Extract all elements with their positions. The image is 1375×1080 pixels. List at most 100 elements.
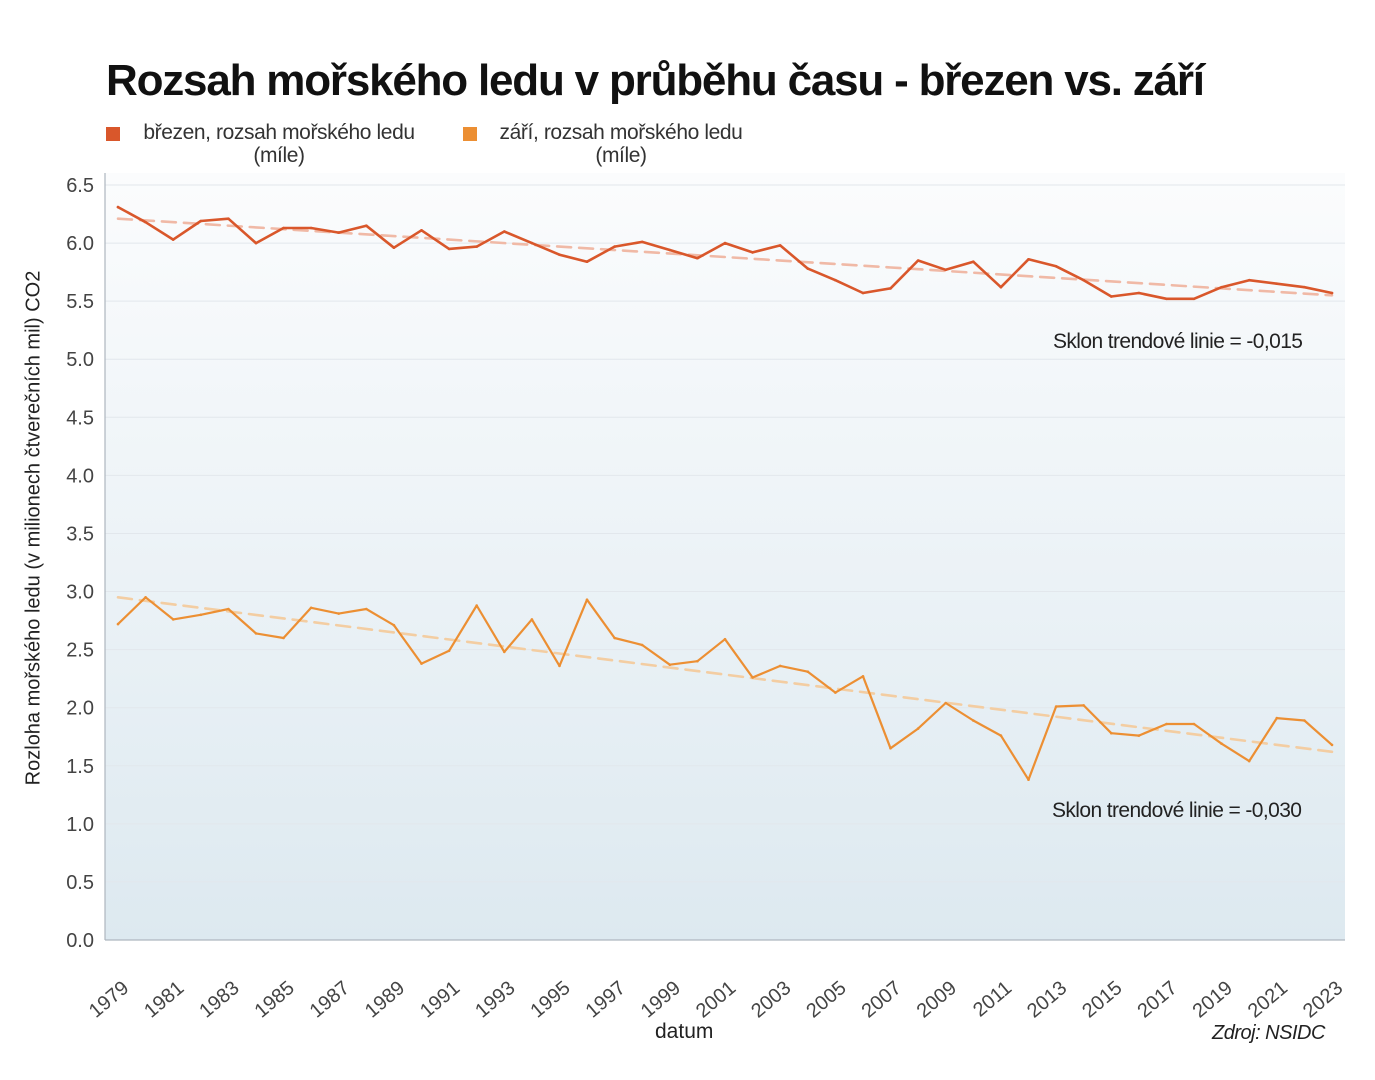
data-point-september-2018 xyxy=(1192,722,1196,726)
data-point-september-2009 xyxy=(944,701,947,705)
y-tick-4.0: 4.0 xyxy=(66,465,94,487)
data-point-march-2012 xyxy=(1027,258,1030,261)
data-point-september-2023 xyxy=(1330,743,1334,747)
data-point-march-1994 xyxy=(530,241,534,245)
x-tick-1985: 1985 xyxy=(251,977,299,1022)
data-point-september-1983 xyxy=(227,607,230,611)
data-point-march-2002 xyxy=(751,251,754,254)
legend-item-september: září, rozsah mořského ledu (míle) xyxy=(463,121,753,167)
data-point-march-1991 xyxy=(447,247,451,251)
data-point-march-1990 xyxy=(420,229,423,232)
chart-title: Rozsah mořského ledu v průběhu času - bř… xyxy=(106,56,1205,105)
x-tick-2007: 2007 xyxy=(858,977,906,1022)
y-tick-1.0: 1.0 xyxy=(66,814,94,836)
x-tick-2003: 2003 xyxy=(747,977,795,1022)
data-point-september-1979 xyxy=(116,622,120,626)
data-point-september-2001 xyxy=(723,637,727,641)
data-point-september-1988 xyxy=(365,607,368,611)
data-point-september-2017 xyxy=(1165,722,1168,726)
trendline-september xyxy=(116,596,1334,754)
data-point-september-2003 xyxy=(778,664,782,668)
x-tick-1997: 1997 xyxy=(582,977,630,1022)
legend-label-september-line1: září, rozsah mořského ledu xyxy=(499,121,743,144)
x-tick-2001: 2001 xyxy=(692,977,740,1022)
data-point-september-1996 xyxy=(585,598,589,601)
data-point-march-2019 xyxy=(1220,285,1223,289)
data-point-march-1984 xyxy=(254,241,258,245)
data-point-march-1999 xyxy=(668,248,672,252)
data-point-september-2000 xyxy=(696,659,699,663)
data-point-march-1983 xyxy=(227,217,230,220)
data-point-march-2018 xyxy=(1192,297,1196,301)
data-point-march-2020 xyxy=(1247,278,1251,282)
data-point-september-2007 xyxy=(889,747,892,750)
data-point-march-2022 xyxy=(1303,285,1306,289)
axes xyxy=(104,173,1345,941)
legend-label-september-line2: (míle) xyxy=(595,144,647,167)
data-point-september-2010 xyxy=(972,719,975,722)
data-point-march-2010 xyxy=(972,260,975,264)
data-point-march-1993 xyxy=(503,230,506,233)
data-point-september-2004 xyxy=(806,670,810,673)
title-background xyxy=(60,18,1260,178)
legend-item-march: březen, rozsah mořského ledu (míle) xyxy=(106,121,426,167)
data-point-september-2016 xyxy=(1137,734,1141,737)
data-point-september-2022 xyxy=(1303,719,1306,722)
data-point-september-2008 xyxy=(916,727,920,730)
y-tick-5.5: 5.5 xyxy=(66,291,94,313)
x-tick-2021: 2021 xyxy=(1244,977,1292,1022)
data-point-march-1989 xyxy=(392,246,396,249)
data-point-march-2007 xyxy=(889,287,892,290)
data-point-march-1986 xyxy=(309,226,313,230)
data-point-march-2021 xyxy=(1275,282,1279,286)
y-tick-3.0: 3.0 xyxy=(66,582,94,604)
x-tick-1999: 1999 xyxy=(637,977,685,1022)
x-tick-2005: 2005 xyxy=(802,977,850,1022)
trendline-march xyxy=(116,217,1334,297)
x-tick-2023: 2023 xyxy=(1299,977,1347,1022)
x-tick-2017: 2017 xyxy=(1133,977,1181,1022)
data-point-september-1981 xyxy=(171,618,175,621)
legend-swatch-march xyxy=(106,127,120,141)
data-point-september-2020 xyxy=(1247,759,1251,763)
legend-swatch-september xyxy=(463,127,477,141)
data-point-september-2006 xyxy=(861,675,865,678)
data-point-september-1995 xyxy=(558,664,561,668)
data-point-september-2015 xyxy=(1110,731,1113,735)
data-point-march-1980 xyxy=(144,220,147,224)
data-point-september-2013 xyxy=(1054,705,1058,708)
y-tick-labels: 0.0 0.5 1.0 1.5 2.0 2.5 3.0 3.5 4.0 4.5 5.0 5.5 6.0 6… xyxy=(66,175,94,952)
data-point-march-1998 xyxy=(640,240,644,244)
data-point-march-2015 xyxy=(1110,295,1113,298)
data-point-march-1979 xyxy=(116,205,120,209)
gridlines xyxy=(105,184,1345,883)
data-point-march-2001 xyxy=(723,241,727,245)
data-point-september-1994 xyxy=(530,618,534,621)
data-point-march-2013 xyxy=(1054,265,1058,268)
data-point-march-1997 xyxy=(613,245,616,248)
data-point-september-1982 xyxy=(199,613,203,617)
data-point-march-2008 xyxy=(916,259,920,262)
y-tick-6.0: 6.0 xyxy=(66,233,94,255)
x-tick-1995: 1995 xyxy=(526,977,574,1022)
data-point-september-1987 xyxy=(337,612,341,615)
data-point-september-1985 xyxy=(282,636,285,640)
data-point-march-2014 xyxy=(1082,278,1085,282)
data-point-september-2002 xyxy=(751,676,754,679)
legend-label-march-line1: březen, rozsah mořského ledu xyxy=(143,121,415,144)
x-tick-1993: 1993 xyxy=(471,977,519,1022)
y-tick-0.0: 0.0 xyxy=(66,930,94,952)
data-point-september-1980 xyxy=(144,596,147,599)
legend-label-march-line2: (míle) xyxy=(253,144,305,167)
plot-area xyxy=(105,173,1345,940)
y-tick-3.5: 3.5 xyxy=(66,523,94,545)
x-tick-2011: 2011 xyxy=(969,977,1016,1022)
data-point-march-2003 xyxy=(778,244,782,247)
y-tick-0.5: 0.5 xyxy=(66,872,94,894)
y-tick-4.5: 4.5 xyxy=(66,407,94,429)
x-tick-1983: 1983 xyxy=(195,977,243,1022)
data-point-march-2023 xyxy=(1330,291,1334,295)
data-point-march-2011 xyxy=(999,285,1003,289)
data-point-march-1988 xyxy=(365,224,368,227)
data-point-september-1991 xyxy=(447,649,451,653)
